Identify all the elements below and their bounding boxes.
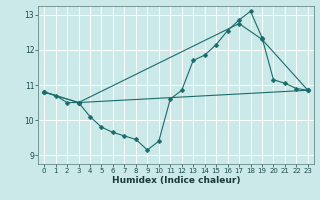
- X-axis label: Humidex (Indice chaleur): Humidex (Indice chaleur): [112, 176, 240, 185]
